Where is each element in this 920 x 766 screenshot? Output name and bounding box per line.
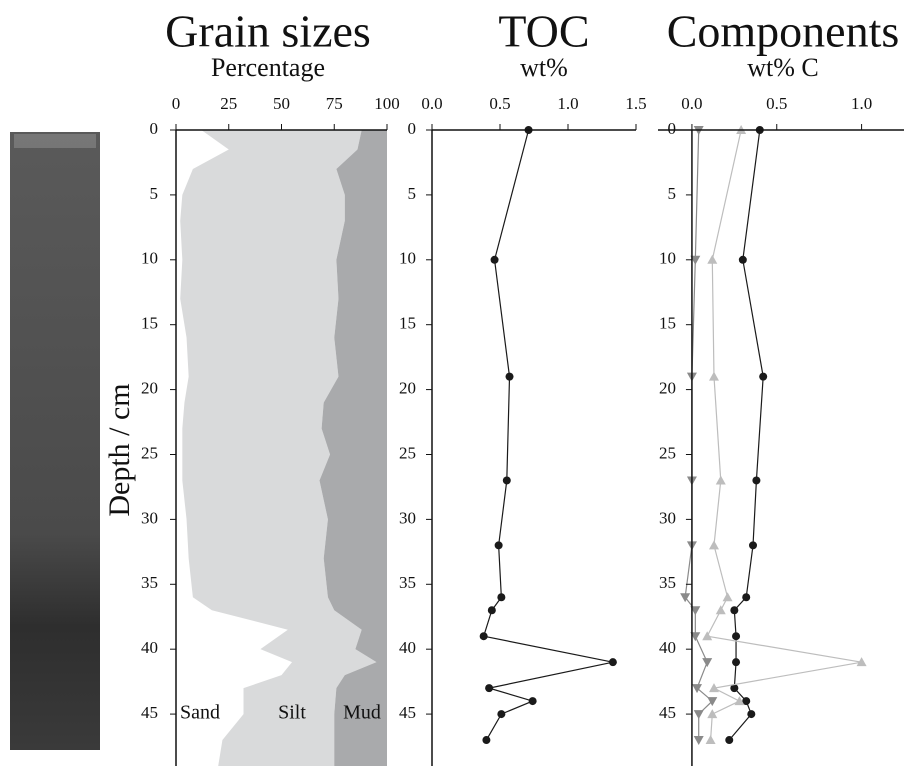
data-point	[732, 632, 740, 640]
data-point	[716, 605, 726, 614]
legend-label: Mud	[343, 702, 381, 724]
y-tick-label: 15	[659, 314, 676, 333]
data-point	[480, 632, 488, 640]
data-point	[747, 710, 755, 718]
data-point	[497, 593, 505, 601]
x-tick-label: 0.0	[681, 94, 702, 113]
data-point	[529, 697, 537, 705]
y-tick-label: 25	[399, 443, 416, 462]
y-tick-label: 40	[399, 638, 416, 657]
profile-line	[685, 130, 712, 740]
data-point	[707, 709, 717, 718]
data-point	[497, 710, 505, 718]
data-point	[723, 592, 733, 601]
data-point	[749, 541, 757, 549]
data-point	[609, 658, 617, 666]
data-point	[732, 658, 740, 666]
chart-title: Grain sizes	[165, 6, 371, 57]
y-tick-label: 20	[659, 378, 676, 397]
data-point	[706, 735, 716, 744]
data-point	[482, 736, 490, 744]
y-tick-label: 5	[150, 184, 159, 203]
y-tick-label: 0	[408, 119, 417, 138]
y-tick-label: 40	[659, 638, 676, 657]
data-point	[702, 658, 712, 667]
y-tick-label: 10	[141, 249, 158, 268]
y-tick-label: 20	[141, 378, 158, 397]
core-top	[14, 134, 96, 148]
core-photo	[10, 132, 100, 750]
y-tick-label: 45	[659, 703, 676, 722]
chart-subtitle: Percentage	[211, 53, 325, 82]
x-tick-label: 100	[374, 94, 400, 113]
figure: Depth / cm Grain sizesPercentage Sand Silt…	[0, 0, 920, 766]
y-tick-label: 45	[399, 703, 416, 722]
y-tick-label: 30	[659, 508, 676, 527]
chart-subtitle: wt%	[520, 53, 568, 82]
data-point	[742, 593, 750, 601]
y-tick-label: 45	[141, 703, 158, 722]
y-tick-label: 20	[399, 378, 416, 397]
x-tick-label: 0	[172, 94, 181, 113]
y-tick-label: 40	[141, 638, 158, 657]
y-tick-label: 10	[659, 249, 676, 268]
x-tick-label: 1.5	[625, 94, 646, 113]
y-tick-label: 30	[399, 508, 416, 527]
x-tick-label: 0.5	[766, 94, 787, 113]
data-point	[730, 606, 738, 614]
x-tick-label: 75	[326, 94, 343, 113]
y-tick-label: 0	[150, 119, 159, 138]
y-tick-label: 15	[399, 314, 416, 333]
y-tick-label: 35	[399, 573, 416, 592]
chart-title: Components	[667, 6, 900, 57]
y-tick-label: 35	[659, 573, 676, 592]
chart-subtitle: wt% C	[747, 53, 819, 82]
y-tick-label: 35	[141, 573, 158, 592]
data-point	[709, 372, 719, 381]
y-tick-label: 30	[141, 508, 158, 527]
x-tick-label: 1.0	[557, 94, 578, 113]
data-point	[506, 373, 514, 381]
y-tick-label: 5	[668, 184, 677, 203]
chart-title: TOC	[498, 6, 589, 57]
data-point	[694, 710, 704, 719]
data-point	[485, 684, 493, 692]
data-point	[707, 255, 717, 264]
profile-line	[729, 130, 763, 740]
data-point	[739, 256, 747, 264]
data-point	[709, 540, 719, 549]
profile-line	[707, 130, 861, 740]
y-tick-label: 15	[141, 314, 158, 333]
data-point	[694, 736, 704, 745]
data-point	[716, 475, 726, 484]
profile-line	[484, 130, 613, 740]
x-tick-label: 25	[220, 94, 237, 113]
x-tick-label: 0.5	[489, 94, 510, 113]
y-tick-label: 25	[141, 443, 158, 462]
x-tick-label: 0.0	[421, 94, 442, 113]
y-tick-label: 25	[659, 443, 676, 462]
y-tick-label: 10	[399, 249, 416, 268]
y-tick-label: 5	[408, 184, 417, 203]
x-tick-label: 1.0	[851, 94, 872, 113]
y-axis-label: Depth / cm	[103, 383, 136, 516]
data-point	[725, 736, 733, 744]
legend-label: Silt	[278, 702, 306, 724]
legend-label: Sand	[180, 702, 220, 724]
data-point	[491, 256, 499, 264]
data-point	[503, 476, 511, 484]
y-tick-label: 0	[668, 119, 677, 138]
data-point	[488, 606, 496, 614]
data-point	[702, 631, 712, 640]
data-point	[752, 476, 760, 484]
data-point	[495, 541, 503, 549]
data-point	[759, 373, 767, 381]
x-tick-label: 50	[273, 94, 290, 113]
